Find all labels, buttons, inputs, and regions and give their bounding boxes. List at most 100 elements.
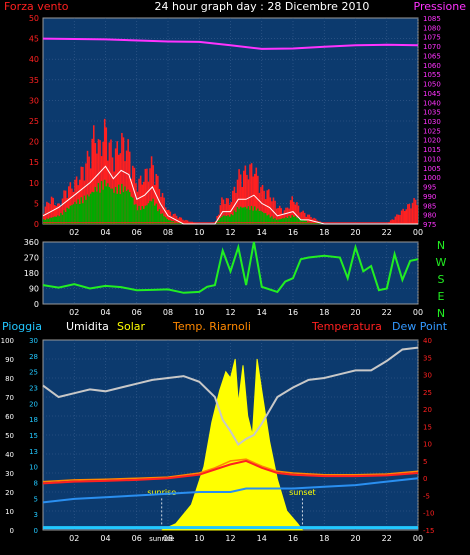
humidity-y-tick-label: 50 <box>5 432 14 440</box>
wind-mean-bar <box>124 186 126 224</box>
wind-gust-bar <box>291 196 293 224</box>
wind-mean-bar <box>260 210 262 224</box>
climate-x-tick-label: 10 <box>194 534 204 543</box>
wind-mean-bar <box>50 217 53 224</box>
wind-gust-bar <box>96 153 98 224</box>
wind-gust-bar <box>147 181 150 224</box>
pressure-y-tick-label: 1005 <box>423 165 441 173</box>
wind-mean-bar <box>294 216 297 224</box>
wind-gust-bar <box>235 192 237 224</box>
wind-x-tick-label: 08 <box>163 228 173 237</box>
pressure-y-tick-label: 1075 <box>423 34 441 42</box>
wind-gust-bar <box>241 187 243 224</box>
wind-mean-bar <box>135 204 137 224</box>
wind-mean-bar <box>230 214 233 224</box>
wind-mean-bar <box>291 215 293 224</box>
wind-gust-bar <box>297 205 300 224</box>
wind-mean-bar <box>178 222 181 224</box>
wind-mean-bar <box>302 219 304 224</box>
wind-mean-bar <box>310 222 312 224</box>
wind-mean-bar <box>224 215 226 224</box>
temperature-line <box>42 459 419 485</box>
wind-x-tick-label: 10 <box>194 228 204 237</box>
temp-y-tick-label: 5 <box>423 458 427 466</box>
wind-gust-bar <box>158 189 161 224</box>
wind-mean-bar <box>177 222 179 224</box>
wind-gust-bar <box>275 208 278 224</box>
wind-gust-bar <box>399 214 401 224</box>
wind-mean-bar <box>93 192 95 224</box>
wind-gust-bar <box>389 220 392 224</box>
wind-mean-bar <box>143 208 145 224</box>
wind-gust-bar <box>139 175 142 224</box>
wind-mean-bar <box>64 211 67 224</box>
wind-gust-bar <box>103 118 106 224</box>
wind-mean-bar <box>268 214 270 224</box>
wind-gust-bar <box>238 169 240 224</box>
wind-mean-bar <box>272 218 275 224</box>
pressure-axis-title: Pressione <box>414 0 467 13</box>
wind-mean-bar <box>285 217 287 224</box>
wind-mean-bar <box>119 194 122 224</box>
wind-mean-bar <box>58 216 61 224</box>
wind-gust-bar <box>163 197 165 224</box>
wind-gust-bar <box>57 203 59 224</box>
wind-mean-bar <box>91 191 93 224</box>
rain-y-tick-label: 3 <box>34 511 38 519</box>
wind-x-tick-label: 04 <box>100 228 110 237</box>
wind-mean-bar <box>225 216 228 224</box>
wind-mean-bar <box>293 217 295 224</box>
climate-x-tick-label: 04 <box>100 534 110 543</box>
wind-mean-bar <box>300 219 303 224</box>
wind-gust-bar <box>169 211 172 224</box>
wind-mean-bar <box>235 212 237 224</box>
rain-bar <box>43 526 418 530</box>
direction-y-tick-label: 0 <box>34 300 39 309</box>
wind-mean-bar <box>152 198 154 224</box>
wind-mean-bar <box>74 201 76 224</box>
wind-mean-bar <box>69 205 72 224</box>
wind-mean-bar <box>110 188 112 224</box>
wind-mean-bar <box>252 210 254 224</box>
temp-y-tick-label: 0 <box>423 475 427 483</box>
wind-mean-bar <box>299 218 301 224</box>
wind-y-tick-label: 40 <box>29 55 39 64</box>
wind-mean-bar <box>88 196 90 224</box>
wind-mean-bar <box>46 218 48 224</box>
wind-mean-bar <box>157 211 159 224</box>
wind-gust-bar <box>305 216 308 224</box>
wind-gust-bar <box>299 212 301 224</box>
wind-x-tick-label: 14 <box>257 228 267 237</box>
wind-y-tick-label: 50 <box>29 14 39 23</box>
rain-y-tick-label: 15 <box>29 432 38 440</box>
wind-mean-bar <box>47 218 50 224</box>
wind-mean-bar <box>222 215 225 224</box>
wind-mean-bar <box>116 193 118 224</box>
wind-gust-bar <box>244 165 247 224</box>
wind-mean-bar <box>261 211 264 224</box>
pressure-y-tick-label: 995 <box>423 184 436 192</box>
compass-w: W <box>436 256 447 269</box>
wind-mean-bar <box>316 223 318 224</box>
wind-gust-bar <box>405 209 408 224</box>
wind-gust-bar <box>58 203 61 224</box>
wind-mean-bar <box>60 212 62 224</box>
wind-mean-bar <box>218 220 220 224</box>
wind-mean-bar <box>168 220 170 224</box>
wind-mean-bar <box>141 206 143 224</box>
wind-gust-bar <box>44 206 47 224</box>
rain-y-tick-label: 13 <box>29 448 38 456</box>
wind-mean-bar <box>133 204 136 224</box>
wind-mean-bar <box>77 199 79 224</box>
wind-gust-bar <box>253 173 256 224</box>
wind-x-tick-label: 18 <box>319 228 329 237</box>
wind-mean-bar <box>132 197 134 224</box>
wind-gust-bar <box>53 205 56 224</box>
wind-mean-bar <box>243 207 245 224</box>
direction-x-tick-label: 14 <box>257 308 267 317</box>
wind-mean-bar <box>278 219 281 224</box>
wind-mean-bar <box>63 210 65 224</box>
direction-y-tick-label: 270 <box>24 254 39 263</box>
wind-mean-bar <box>263 213 265 224</box>
wind-gust-bar <box>400 210 403 224</box>
